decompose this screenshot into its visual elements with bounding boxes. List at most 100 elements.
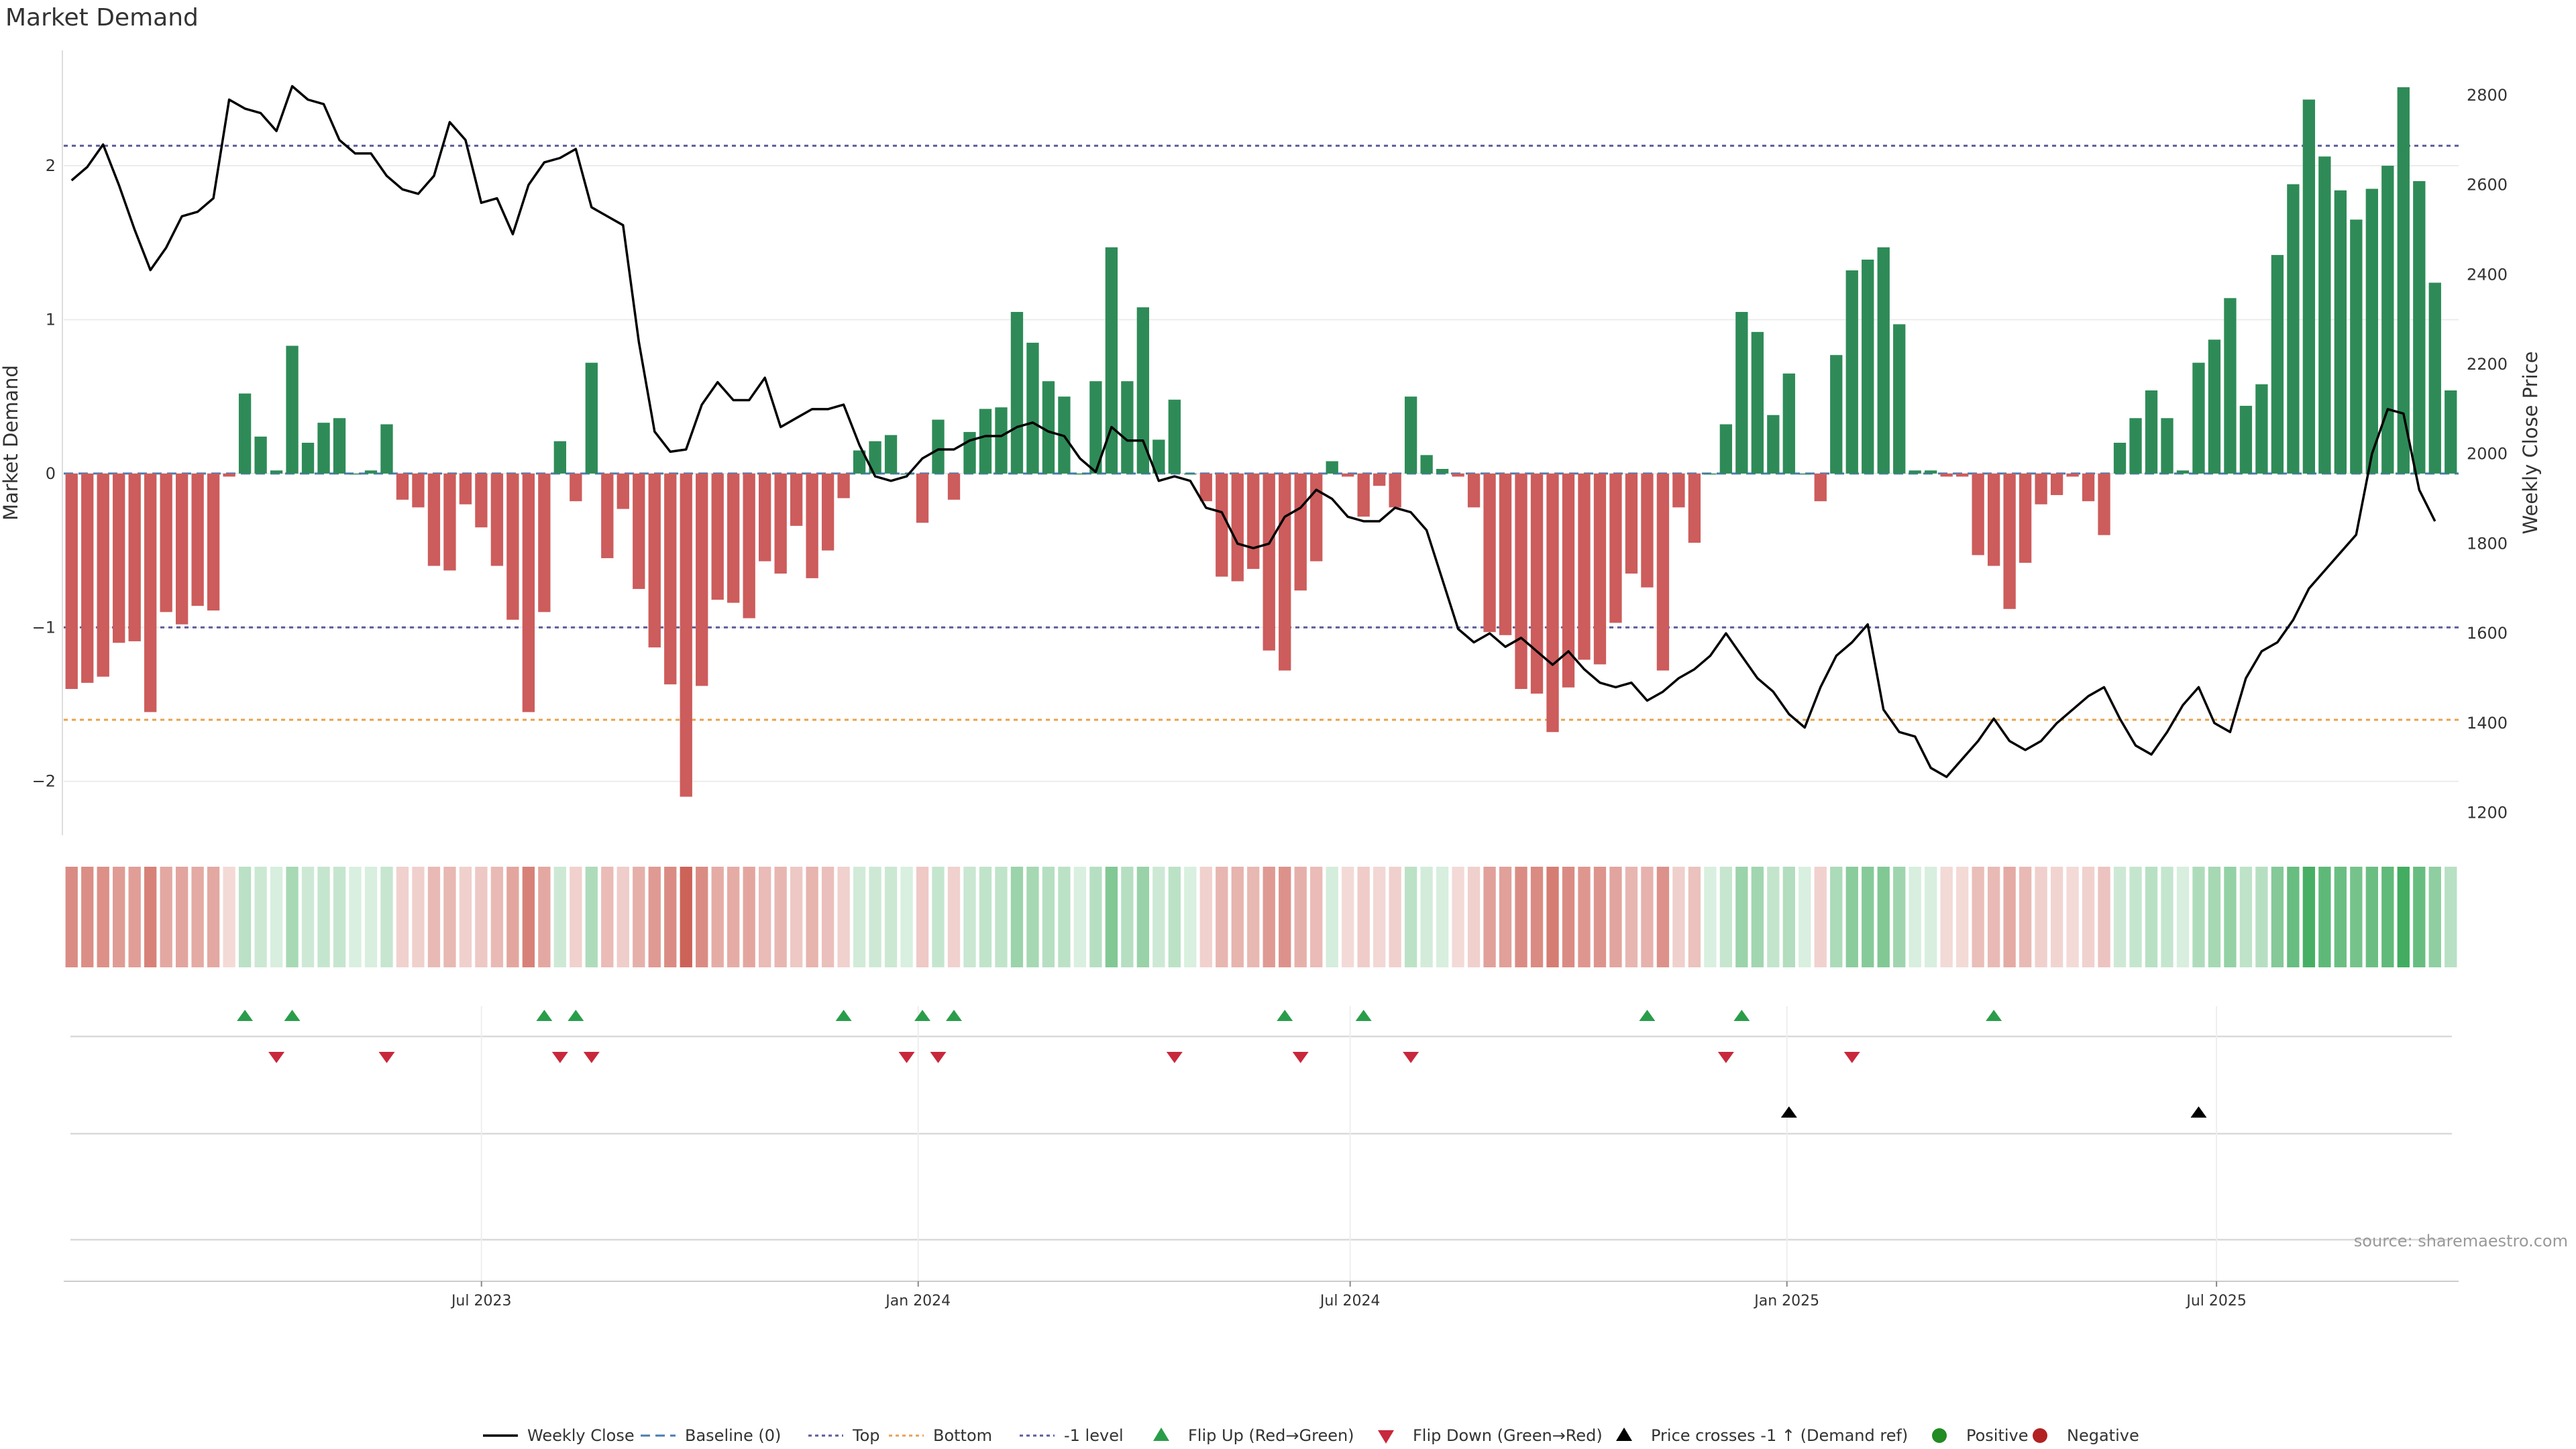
heat-cell — [806, 867, 818, 967]
heat-cell — [821, 867, 835, 967]
demand-bar — [2082, 473, 2095, 502]
heat-cell — [1279, 867, 1291, 967]
heat-cell — [759, 867, 771, 967]
legend: Weekly Close Baseline (0) Top Bottom -1 leve… — [483, 1426, 2139, 1445]
heat-cell — [743, 867, 755, 967]
demand-bar — [1877, 247, 1890, 474]
heat-cell — [1010, 867, 1024, 967]
weekly-close-line — [70, 85, 2436, 778]
price-line — [70, 85, 2436, 778]
heat-cell — [2271, 867, 2284, 967]
legend-label: Flip Up (Red→Green) — [1188, 1426, 1354, 1445]
demand-bar — [1420, 455, 1433, 474]
heat-cell — [1562, 867, 1575, 967]
legend-swatch-price-cross — [1616, 1428, 1632, 1441]
demand-bar — [1704, 473, 1717, 475]
legend-label: Price crosses -1 ↑ (Demand ref) — [1651, 1426, 1908, 1445]
heat-cell — [1326, 867, 1338, 967]
heat-cell — [1310, 867, 1323, 967]
heat-cell — [2050, 867, 2063, 967]
heat-cell — [837, 867, 850, 967]
heat-cell — [1184, 867, 1197, 967]
demand-bar — [506, 473, 519, 620]
demand-bar — [2350, 219, 2363, 474]
demand-bar — [238, 393, 252, 474]
heat-cell — [947, 867, 961, 967]
heat-cell — [349, 867, 362, 967]
heat-cell — [254, 867, 267, 967]
demand-bar — [1987, 473, 2000, 566]
heat-cell — [2003, 867, 2016, 967]
legend-label: Flip Down (Green→Red) — [1413, 1426, 1603, 1445]
demand-bar — [333, 418, 346, 474]
heat-cell — [1073, 867, 1087, 967]
heat-cell — [2350, 867, 2363, 967]
legend-swatch-positive — [1932, 1428, 1947, 1443]
demand-bar — [1499, 473, 1512, 635]
demand-bar — [475, 473, 488, 528]
demand-bar — [1578, 473, 1591, 660]
heat-cell — [1735, 867, 1748, 967]
demand-bar — [1279, 473, 1291, 671]
demand-bar — [65, 473, 78, 690]
y-tick-right: 1200 — [2467, 804, 2508, 822]
demand-bar — [995, 407, 1008, 474]
heat-cell — [1909, 867, 1921, 967]
demand-bar — [1735, 312, 1748, 474]
demand-bar — [349, 473, 362, 475]
heat-cell — [2413, 867, 2426, 967]
demand-bar — [490, 473, 504, 566]
flip-down-marker — [1403, 1052, 1419, 1063]
y-axis-title-left: Market Demand — [0, 365, 22, 521]
heat-cell — [396, 867, 409, 967]
y-tick-right: 2000 — [2467, 445, 2508, 464]
heat-cell — [1593, 867, 1607, 967]
demand-bar — [2381, 166, 2394, 474]
demand-bar — [1751, 331, 1764, 474]
demand-bar — [2397, 87, 2410, 474]
demand-bar — [1562, 473, 1575, 688]
flip-up-marker — [568, 1010, 584, 1021]
heat-cell — [81, 867, 94, 967]
demand-bar — [270, 470, 283, 474]
heat-cell — [2334, 867, 2347, 967]
heat-cell — [1247, 867, 1260, 967]
y-tick-left: 0 — [46, 464, 56, 483]
heat-cell — [1436, 867, 1449, 967]
heat-cell — [160, 867, 172, 967]
legend-swatch-flip-up — [1153, 1428, 1169, 1441]
heat-cell — [2035, 867, 2047, 967]
heat-cell — [128, 867, 141, 967]
legend-swatch-flip-down — [1378, 1430, 1394, 1444]
heat-cell — [916, 867, 929, 967]
demand-bar — [2287, 184, 2300, 474]
demand-bar — [1216, 473, 1228, 577]
demand-bar — [2050, 473, 2063, 495]
heat-cell — [412, 867, 425, 967]
y-tick-right: 1800 — [2467, 534, 2508, 553]
heat-cell — [2161, 867, 2174, 967]
heat-cell — [1578, 867, 1591, 967]
heat-cell — [1136, 867, 1150, 967]
demand-bar — [113, 473, 125, 643]
heat-cell — [1546, 867, 1559, 967]
flip-up-marker — [1733, 1010, 1750, 1021]
demand-bar — [1389, 473, 1401, 508]
heat-cell — [2113, 867, 2127, 967]
x-tick-label: Jul 2025 — [2185, 1293, 2247, 1309]
heat-cell — [1893, 867, 1906, 967]
heat-cell — [2066, 867, 2079, 967]
x-axis: Jul 2023 Jan 2024 Jul 2024 Jan 2025 Jul 2025 — [64, 1281, 2459, 1309]
heat-cell — [1987, 867, 2000, 967]
demand-bar — [1845, 270, 1858, 474]
heat-cell — [585, 867, 598, 967]
heat-cell — [191, 867, 204, 967]
demand-bar — [443, 473, 456, 571]
heat-cell — [1940, 867, 1953, 967]
heat-cell — [113, 867, 125, 967]
demand-bar — [932, 419, 945, 474]
heat-cell — [1342, 867, 1354, 967]
legend-label: Weekly Close — [527, 1426, 635, 1445]
demand-bar — [616, 473, 629, 509]
demand-bar — [128, 473, 141, 641]
